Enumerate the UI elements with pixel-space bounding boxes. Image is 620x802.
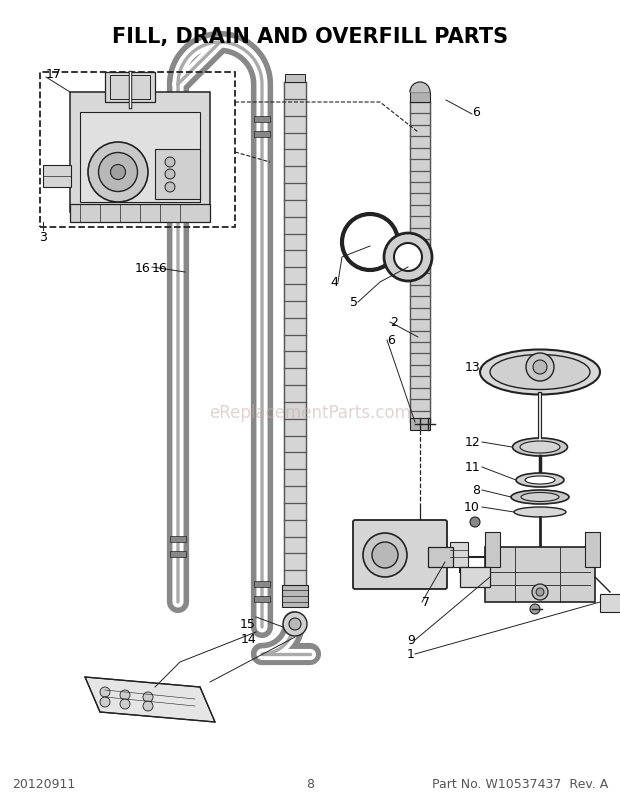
Circle shape [88, 143, 148, 203]
FancyBboxPatch shape [410, 93, 430, 103]
Text: 15: 15 [240, 618, 256, 630]
FancyBboxPatch shape [585, 533, 600, 567]
Ellipse shape [520, 441, 560, 453]
Text: 2: 2 [390, 316, 398, 329]
Circle shape [100, 687, 110, 697]
FancyBboxPatch shape [254, 581, 270, 587]
Ellipse shape [525, 476, 555, 484]
Text: 6: 6 [387, 334, 395, 347]
Circle shape [120, 699, 130, 709]
FancyBboxPatch shape [285, 75, 305, 83]
Ellipse shape [516, 473, 564, 488]
Text: 17: 17 [46, 68, 62, 81]
Circle shape [363, 533, 407, 577]
Text: 4: 4 [330, 276, 338, 290]
Text: 8: 8 [306, 777, 314, 790]
Circle shape [536, 588, 544, 596]
FancyBboxPatch shape [410, 419, 430, 431]
FancyBboxPatch shape [105, 73, 155, 103]
Circle shape [143, 692, 153, 702]
Text: 9: 9 [407, 634, 415, 646]
FancyBboxPatch shape [170, 132, 186, 138]
Text: 12: 12 [464, 436, 480, 449]
Circle shape [110, 165, 125, 180]
Circle shape [530, 604, 540, 614]
Text: 7: 7 [422, 596, 430, 609]
Text: 14: 14 [240, 632, 256, 645]
Text: 20120911: 20120911 [12, 777, 75, 790]
FancyBboxPatch shape [428, 547, 453, 567]
Ellipse shape [514, 508, 566, 517]
FancyBboxPatch shape [450, 542, 468, 567]
FancyBboxPatch shape [170, 537, 186, 542]
Circle shape [165, 158, 175, 168]
Circle shape [372, 542, 398, 569]
Circle shape [165, 170, 175, 180]
Circle shape [100, 697, 110, 707]
FancyBboxPatch shape [600, 594, 620, 612]
FancyBboxPatch shape [155, 150, 200, 200]
Text: 16: 16 [135, 261, 150, 274]
Text: 13: 13 [464, 361, 480, 374]
FancyBboxPatch shape [170, 551, 186, 557]
Circle shape [143, 701, 153, 711]
FancyBboxPatch shape [485, 533, 500, 567]
Circle shape [283, 612, 307, 636]
Text: eReplacementParts.com: eReplacementParts.com [209, 403, 411, 422]
Text: 11: 11 [464, 461, 480, 474]
Ellipse shape [513, 439, 567, 456]
Ellipse shape [480, 350, 600, 395]
FancyBboxPatch shape [170, 117, 186, 123]
Text: 6: 6 [472, 107, 480, 119]
FancyBboxPatch shape [70, 93, 210, 213]
Polygon shape [85, 677, 215, 722]
FancyBboxPatch shape [282, 585, 308, 607]
Text: 10: 10 [464, 501, 480, 514]
FancyBboxPatch shape [460, 567, 490, 587]
Circle shape [384, 233, 432, 282]
Polygon shape [410, 103, 430, 423]
FancyBboxPatch shape [254, 596, 270, 602]
Ellipse shape [521, 493, 559, 502]
Polygon shape [410, 83, 430, 93]
Circle shape [532, 585, 548, 600]
Circle shape [99, 153, 138, 192]
Ellipse shape [511, 490, 569, 504]
Text: FILL, DRAIN AND OVERFILL PARTS: FILL, DRAIN AND OVERFILL PARTS [112, 27, 508, 47]
Circle shape [120, 691, 130, 700]
Circle shape [533, 361, 547, 375]
Text: 8: 8 [472, 484, 480, 497]
Text: 1: 1 [407, 648, 415, 661]
Circle shape [394, 244, 422, 272]
Text: Part No. W10537437  Rev. A: Part No. W10537437 Rev. A [432, 777, 608, 790]
FancyBboxPatch shape [485, 547, 595, 602]
Circle shape [165, 183, 175, 192]
FancyBboxPatch shape [80, 113, 200, 203]
Circle shape [526, 354, 554, 382]
FancyBboxPatch shape [43, 166, 71, 188]
FancyBboxPatch shape [254, 117, 270, 123]
FancyBboxPatch shape [110, 76, 150, 100]
Circle shape [289, 618, 301, 630]
FancyBboxPatch shape [353, 520, 447, 589]
FancyBboxPatch shape [70, 205, 210, 223]
Text: 3: 3 [39, 231, 47, 244]
FancyBboxPatch shape [254, 132, 270, 138]
Text: 5: 5 [350, 296, 358, 309]
Text: 16: 16 [152, 261, 168, 274]
Circle shape [470, 517, 480, 528]
Polygon shape [284, 83, 306, 587]
Ellipse shape [490, 355, 590, 390]
